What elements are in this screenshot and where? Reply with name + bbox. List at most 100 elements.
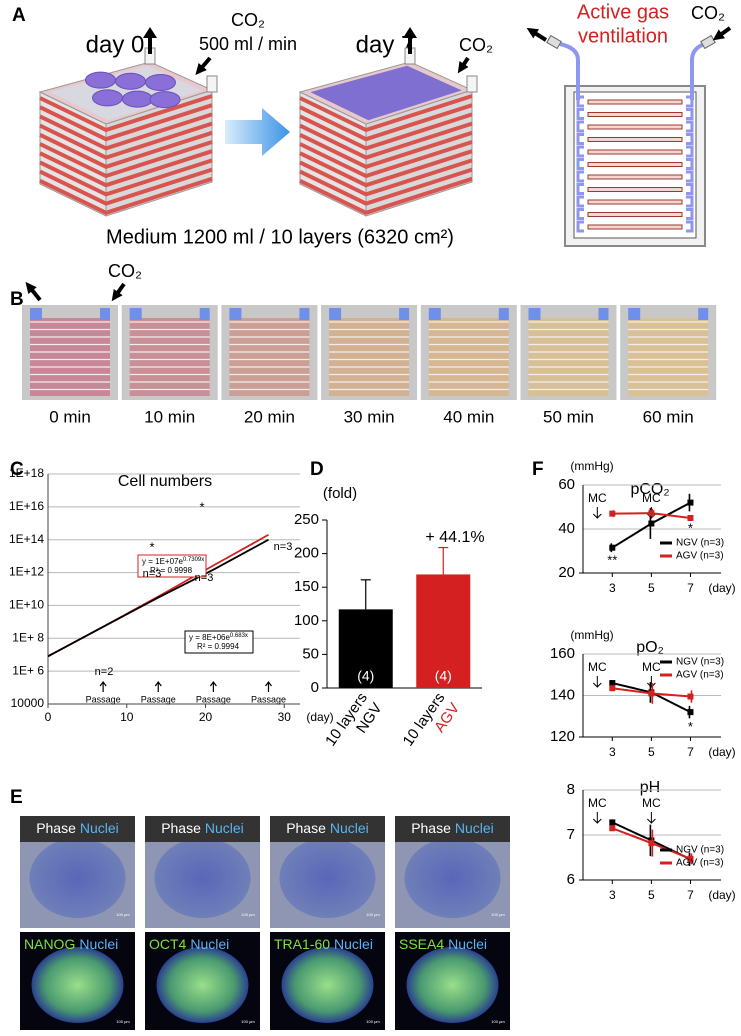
stain-name: Nuclei: [448, 936, 487, 952]
vent-bracket: [686, 220, 694, 233]
scale-bar-label: 100 μm: [366, 1019, 380, 1024]
y-tick-label: 200: [294, 545, 319, 562]
fit-exponent: 0.683x: [230, 633, 248, 639]
colony: [145, 74, 176, 91]
stain-name: OCT4: [149, 936, 187, 952]
vent-bracket: [576, 145, 584, 158]
marker: [648, 840, 655, 847]
shelf: [587, 137, 683, 142]
label-bar: [395, 816, 510, 842]
x-tick-label: 7: [687, 581, 694, 595]
colony-phase: [29, 838, 126, 918]
colony: [122, 90, 153, 108]
marker: [609, 819, 616, 826]
vent-bracket: [686, 120, 694, 133]
co2-label: CO₂: [691, 3, 725, 23]
y-tick-label: 1E+10: [9, 598, 44, 612]
layer-stripe: [39, 130, 213, 169]
marker: [609, 510, 616, 517]
y-axis-label: (fold): [323, 485, 357, 502]
passage-arrow: [154, 681, 162, 692]
shelf: [587, 124, 683, 130]
vent-bracket: [576, 183, 584, 195]
filter: [700, 34, 716, 50]
marker: [648, 510, 655, 517]
vent-bracket: [576, 195, 584, 208]
colony: [85, 71, 116, 89]
shelf: [587, 112, 683, 117]
stain-name: TRA1-60: [274, 936, 330, 952]
fit-formula: y = 8E+06e0.683x: [189, 633, 248, 643]
arrow-head: [195, 63, 207, 76]
arrow-head: [25, 281, 37, 294]
shelf: [587, 149, 683, 155]
photo-cap: [329, 308, 342, 320]
x-tick-label: 10: [120, 710, 134, 724]
chart-title: pH: [640, 779, 660, 796]
y-tick-label: 1E+ 8: [12, 630, 44, 644]
legend-label: NGV (n=3): [676, 657, 724, 668]
y-tick-label: 1E+ 6: [12, 663, 44, 677]
image-label: Phase Nuclei: [411, 820, 494, 836]
x-axis-label: (day): [708, 888, 735, 902]
passage-label: Passage: [251, 694, 286, 704]
fit-r2: R² = 0.9994: [197, 642, 240, 651]
vent-bracket: [576, 120, 584, 133]
panel-label: E: [10, 787, 23, 808]
significance: *: [199, 499, 204, 514]
shelf: [587, 99, 683, 105]
x-tick-label: 3: [609, 888, 616, 902]
marker: [687, 499, 694, 506]
scale-bar-label: 100 μm: [491, 912, 505, 917]
photo-vessel: [428, 318, 509, 396]
vent-bracket: [686, 108, 694, 120]
layer-stripe: [39, 103, 213, 142]
y-tick-label: 40: [558, 520, 575, 537]
image-label: NANOG Nuclei: [24, 936, 118, 952]
colony-fluor: [406, 947, 499, 1023]
y-tick-label: 1E+14: [9, 532, 44, 546]
y-tick-label: 150: [294, 578, 319, 595]
annotation: + 44.1%: [425, 529, 484, 546]
photo-vessel: [628, 318, 709, 396]
vent-bracket: [686, 158, 694, 170]
fit-formula: y = 1E+07e0.7309x: [142, 557, 204, 567]
colony-fluor: [281, 947, 374, 1023]
stain-name: Phase: [36, 820, 76, 836]
marker: [609, 680, 616, 687]
fit-exponent: 0.7309x: [183, 557, 204, 563]
panel-label: F: [532, 459, 544, 480]
marker: [687, 855, 694, 862]
shelf: [587, 224, 683, 230]
photo-cap: [199, 308, 210, 320]
stain-name: Nuclei: [205, 820, 244, 836]
legend-label: AGV (n=3): [676, 670, 724, 681]
layer-stripe: [299, 158, 473, 197]
marker: [687, 693, 694, 700]
layer-stripe: [299, 176, 473, 215]
vent-bracket: [576, 220, 584, 233]
y-axis-label: (mmHg): [570, 628, 613, 642]
arrow-head: [526, 27, 539, 39]
vent-bracket: [686, 183, 694, 195]
chart-title: pO₂: [636, 639, 664, 656]
stain-name: SSEA4: [399, 936, 444, 952]
photo-cap: [229, 308, 242, 320]
shelf: [587, 174, 683, 180]
vent-bracket: [576, 208, 584, 220]
shelf: [587, 212, 683, 217]
x-tick-label: 5: [648, 745, 655, 759]
x-tick-label: 7: [687, 745, 694, 759]
series-line: [47, 538, 269, 658]
mc-label: MC: [642, 660, 661, 674]
time-label: 30 min: [344, 407, 395, 426]
significance: **: [607, 553, 617, 568]
legend-label: NGV (n=3): [676, 538, 724, 549]
layer-stripe: [39, 158, 213, 197]
colony: [92, 89, 123, 107]
y-tick-label: 1E+16: [9, 499, 44, 513]
layer-stripe: [299, 130, 473, 169]
fit-box: [184, 630, 254, 654]
